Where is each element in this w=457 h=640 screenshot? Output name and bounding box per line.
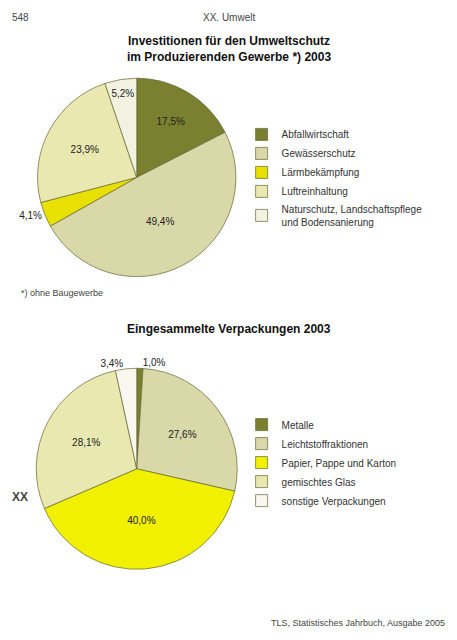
svg-text:Eingesammelte Verpackungen 200: Eingesammelte Verpackungen 2003	[127, 322, 331, 336]
svg-text:3,4%: 3,4%	[100, 358, 123, 369]
svg-text:Papier, Pappe und Karton: Papier, Pappe und Karton	[282, 458, 397, 469]
svg-text:gemischtes Glas: gemischtes Glas	[282, 477, 356, 488]
svg-text:XX: XX	[12, 490, 28, 504]
svg-text:*) ohne Baugewerbe: *) ohne Baugewerbe	[21, 288, 103, 298]
svg-text:4,1%: 4,1%	[19, 210, 42, 221]
svg-text:28,1%: 28,1%	[72, 437, 100, 448]
svg-text:sonstige Verpackungen: sonstige Verpackungen	[282, 496, 386, 507]
svg-text:Abfallwirtschaft: Abfallwirtschaft	[282, 129, 349, 140]
svg-text:40,0%: 40,0%	[127, 515, 155, 526]
svg-text:Leichtstoffraktionen: Leichtstoffraktionen	[282, 439, 369, 450]
svg-text:49,4%: 49,4%	[146, 216, 174, 227]
svg-text:Luftreinhaltung: Luftreinhaltung	[282, 186, 348, 197]
svg-text:1,0%: 1,0%	[143, 357, 166, 368]
svg-text:27,6%: 27,6%	[168, 429, 196, 440]
svg-text:Gewässerschutz: Gewässerschutz	[282, 148, 356, 159]
svg-text:Naturschutz, Landschaftspflege: Naturschutz, Landschaftspflegeund Bodens…	[282, 204, 423, 228]
svg-text:Metalle: Metalle	[282, 420, 315, 431]
svg-text:5,2%: 5,2%	[111, 88, 134, 99]
svg-text:Lärmbekämpfung: Lärmbekämpfung	[282, 167, 360, 178]
svg-text:TLS, Statistisches Jahrbuch, A: TLS, Statistisches Jahrbuch, Ausgabe 200…	[271, 618, 445, 628]
svg-text:23,9%: 23,9%	[71, 144, 99, 155]
svg-text:Investitionen für den Umweltsc: Investitionen für den Umweltschutzim Pro…	[127, 34, 331, 64]
svg-text:XX. Umwelt: XX. Umwelt	[203, 12, 255, 23]
svg-text:17,5%: 17,5%	[157, 116, 185, 127]
svg-text:548: 548	[12, 12, 29, 23]
